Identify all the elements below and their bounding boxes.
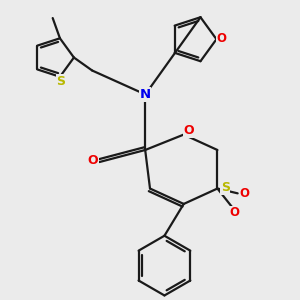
Text: O: O	[229, 206, 239, 219]
Text: O: O	[183, 124, 194, 137]
Text: O: O	[216, 32, 226, 45]
Text: S: S	[56, 75, 65, 88]
Text: N: N	[140, 88, 151, 101]
Text: O: O	[239, 187, 249, 200]
Text: S: S	[220, 181, 230, 194]
Text: O: O	[87, 154, 98, 167]
